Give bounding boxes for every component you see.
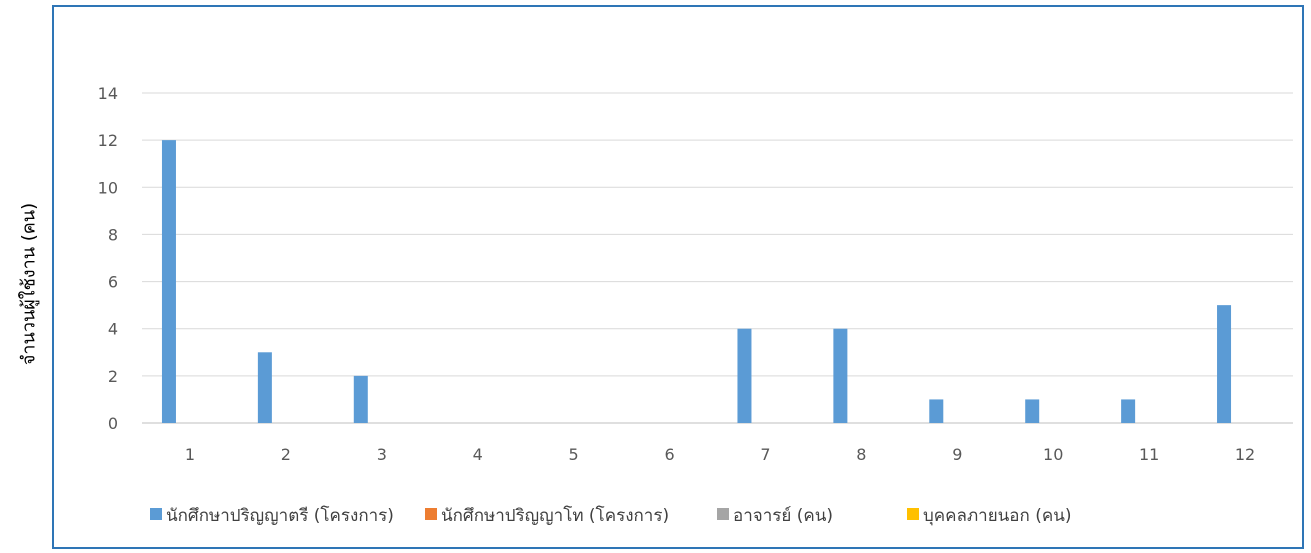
y-tick-label: 8 (108, 225, 118, 244)
y-tick-label: 2 (108, 367, 118, 386)
bar (353, 375, 368, 423)
legend-swatch (425, 508, 437, 520)
y-tick-label: 10 (98, 178, 118, 197)
x-tick-label: 3 (377, 445, 387, 464)
gridlines (142, 92, 1293, 424)
bars (161, 140, 1232, 423)
legend-label: บุคคลภายนอก (คน) (923, 506, 1071, 526)
x-tick-label: 7 (760, 445, 770, 464)
legend: นักศึกษาปริญญาตรี (โครงการ) นักศึกษาปริญญ… (150, 505, 1071, 526)
bar (1217, 305, 1232, 423)
x-axis-ticks: 1 2 3 4 5 6 7 8 9 10 11 12 (185, 445, 1255, 464)
x-tick-label: 8 (856, 445, 866, 464)
x-tick-label: 10 (1043, 445, 1063, 464)
bar (833, 328, 848, 423)
legend-swatch (717, 508, 729, 520)
y-axis-ticks: 0 2 4 6 8 10 12 14 (98, 84, 118, 433)
x-tick-label: 5 (569, 445, 579, 464)
legend-swatch (150, 508, 162, 520)
bar (1025, 399, 1040, 423)
x-tick-label: 11 (1139, 445, 1159, 464)
x-tick-label: 1 (185, 445, 195, 464)
bar (161, 140, 176, 423)
y-tick-label: 12 (98, 131, 118, 150)
x-tick-label: 6 (664, 445, 674, 464)
bar (737, 328, 752, 423)
chart-frame (52, 5, 1304, 549)
bar (1121, 399, 1136, 423)
legend-label: นักศึกษาปริญญาตรี (โครงการ) (166, 505, 394, 526)
x-tick-label: 9 (952, 445, 962, 464)
x-tick-label: 12 (1235, 445, 1255, 464)
y-tick-label: 0 (108, 414, 118, 433)
y-tick-label: 14 (98, 84, 118, 103)
x-tick-label: 2 (281, 445, 291, 464)
legend-label: นักศึกษาปริญญาโท (โครงการ) (441, 505, 669, 526)
bar (257, 352, 272, 423)
y-tick-label: 6 (108, 273, 118, 292)
legend-label: อาจารย์ (คน) (733, 506, 833, 526)
bar (929, 399, 944, 423)
legend-swatch (907, 508, 919, 520)
y-tick-label: 4 (108, 320, 118, 339)
x-tick-label: 4 (473, 445, 483, 464)
